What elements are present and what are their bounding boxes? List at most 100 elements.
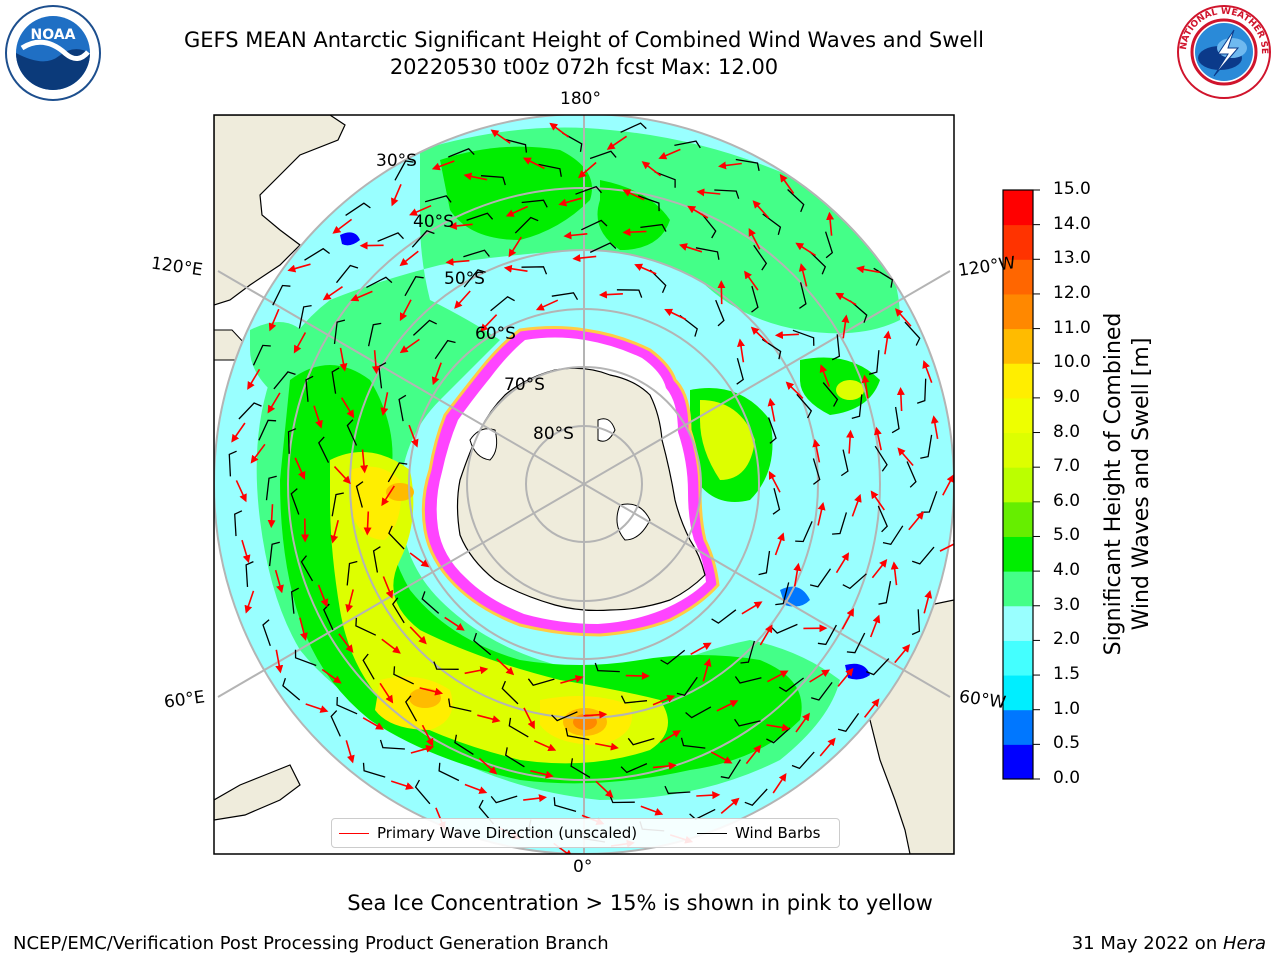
wind-barb [565, 727, 590, 741]
wave-direction-arrow [549, 122, 569, 138]
wind-barb [412, 319, 437, 336]
wind-barb [473, 632, 492, 656]
wind-barb [594, 662, 620, 673]
lon-label-top: 180° [560, 89, 601, 109]
noaa-logo-icon: NOAA [5, 5, 101, 101]
wave-direction-arrow [409, 204, 432, 216]
wave-direction-arrow [687, 205, 709, 219]
wind-barb [411, 230, 435, 248]
wind-barb [521, 199, 548, 208]
lat-label-30s: 30°S [376, 151, 417, 171]
wave-direction-arrow [445, 257, 470, 266]
date-line: 31 May 2022 on Hera [1072, 933, 1266, 954]
wave-direction-arrow [231, 422, 246, 443]
wave-direction-arrow [767, 670, 789, 683]
wave-direction-arrow [583, 710, 608, 719]
wind-barb [421, 591, 440, 614]
colorbar-tick-label: 14.0 [1053, 213, 1091, 234]
wind-barb [398, 394, 407, 422]
wave-direction-arrow [942, 474, 954, 496]
wave-direction-arrow [873, 426, 882, 451]
colorbar-bin [1003, 224, 1033, 260]
wind-barb [331, 367, 340, 394]
wind-barb [404, 275, 424, 297]
wind-barb [228, 450, 237, 477]
colorbar-tick-label: 1.0 [1053, 698, 1081, 719]
wind-barb [734, 718, 761, 727]
wind-barb [318, 436, 330, 463]
colorbar-tick-label: 1.5 [1053, 664, 1081, 685]
wave-direction-arrow [382, 576, 394, 599]
wave-direction-arrow [851, 493, 862, 517]
colorbar-bin [1003, 536, 1033, 572]
wind-barb [454, 734, 474, 755]
wave-direction-arrow [379, 682, 394, 704]
wind-barb [824, 231, 834, 259]
legend-item-barbs: Wind Barbs [697, 824, 820, 842]
colorbar [1003, 189, 1040, 780]
lat-label-70s: 70°S [504, 375, 545, 395]
wave-direction-arrow [454, 290, 471, 309]
wave-direction-arrow [390, 780, 415, 790]
wind-barb [333, 319, 346, 344]
wind-barb [575, 185, 602, 195]
wave-direction-arrow [863, 698, 880, 718]
wind-barb [866, 658, 890, 676]
wind-barb [753, 244, 768, 271]
wind-barb [664, 785, 691, 795]
wind-barb [695, 247, 720, 260]
wave-direction-arrow [345, 740, 355, 764]
wave-direction-arrow [241, 539, 251, 564]
wind-barb [290, 488, 300, 515]
noaa-logo-text: NOAA [31, 27, 76, 43]
graticule [214, 115, 954, 854]
wind-barb [304, 247, 330, 261]
colorbar-tick-label: 10.0 [1053, 352, 1091, 373]
wind-barb [405, 695, 418, 722]
wave-direction-arrow [664, 308, 687, 321]
wave-direction-arrow [268, 308, 280, 332]
wave-direction-arrow [444, 616, 465, 631]
wind-barb [751, 285, 759, 313]
colorbar-bin [1003, 259, 1033, 295]
wind-barb [680, 737, 706, 749]
wave-direction-arrow [640, 805, 664, 816]
wave-direction-arrow [696, 188, 721, 197]
wind-barb [551, 711, 578, 722]
wave-direction-arrow [350, 290, 373, 302]
wave-direction-arrow [678, 243, 703, 253]
wind-barb [300, 555, 314, 582]
wave-direction-arrow [523, 794, 547, 803]
colorbar-tick-label: 0.0 [1053, 768, 1081, 788]
wave-direction-arrow [274, 569, 284, 594]
wind-barb [812, 458, 821, 485]
colorbar-bin [1003, 432, 1033, 468]
wave-direction-arrow [622, 189, 645, 201]
wave-direction-arrow [798, 263, 808, 287]
colorbar-tick-label: 2.0 [1053, 629, 1081, 650]
wave-direction-arrow [861, 374, 870, 399]
wind-barb [504, 747, 525, 768]
wave-direction-arrow [835, 292, 857, 306]
wind-barb [616, 289, 643, 298]
colorbar-tick-label: 7.0 [1053, 456, 1081, 477]
wind-barb [463, 269, 486, 288]
wave-direction-arrow [595, 742, 619, 751]
wind-barb [387, 462, 408, 483]
wind-barb [424, 195, 452, 203]
wind-barb [287, 428, 297, 454]
wind-barb [904, 321, 921, 346]
lat-label-40s: 40°S [413, 212, 454, 232]
wind-barb [740, 640, 756, 664]
wind-barb [362, 653, 375, 680]
wave-direction-arrow [812, 438, 821, 463]
nws-logo-icon: NATIONAL WEATHER SERVICE [1176, 4, 1271, 99]
lon-label-bottom: 0° [573, 857, 593, 877]
wave-direction-arrow [321, 668, 342, 684]
machine-name: Hera [1222, 933, 1266, 954]
wave-direction-arrow [317, 584, 329, 608]
wind-barbs-layer [228, 122, 938, 843]
wind-barb [714, 189, 740, 199]
wave-direction-arrow [702, 658, 712, 682]
wind-barb [438, 762, 460, 782]
